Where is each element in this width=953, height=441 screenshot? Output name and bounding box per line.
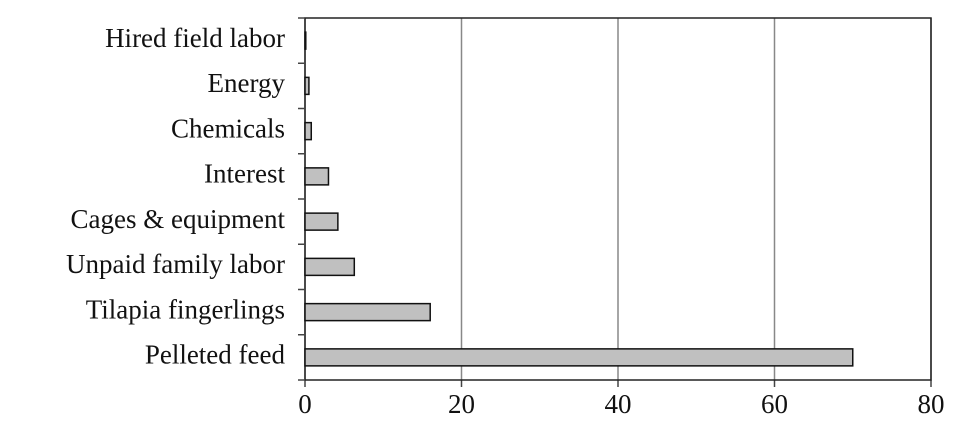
bar <box>304 121 313 141</box>
bar <box>304 257 356 277</box>
x-tick-label: 0 <box>298 389 312 419</box>
bar <box>304 76 310 96</box>
x-tick-label: 40 <box>605 389 632 419</box>
y-tick-label: Unpaid family labor <box>66 249 285 279</box>
bar <box>304 302 431 322</box>
bar <box>304 348 854 367</box>
y-tick-label: Chemicals <box>171 113 285 143</box>
y-tick-label: Tilapia fingerlings <box>86 294 285 324</box>
bar <box>304 167 330 186</box>
bar <box>304 31 307 50</box>
y-tick-label: Hired field labor <box>105 23 285 53</box>
x-tick-label: 80 <box>918 389 945 419</box>
x-tick-label: 20 <box>448 389 475 419</box>
y-tick-label: Energy <box>208 68 286 98</box>
bar <box>304 212 339 231</box>
y-tick-label: Cages & equipment <box>71 204 286 234</box>
x-tick-label: 60 <box>761 389 788 419</box>
y-tick-label: Interest <box>204 159 285 189</box>
y-tick-label: Pelleted feed <box>145 340 286 370</box>
